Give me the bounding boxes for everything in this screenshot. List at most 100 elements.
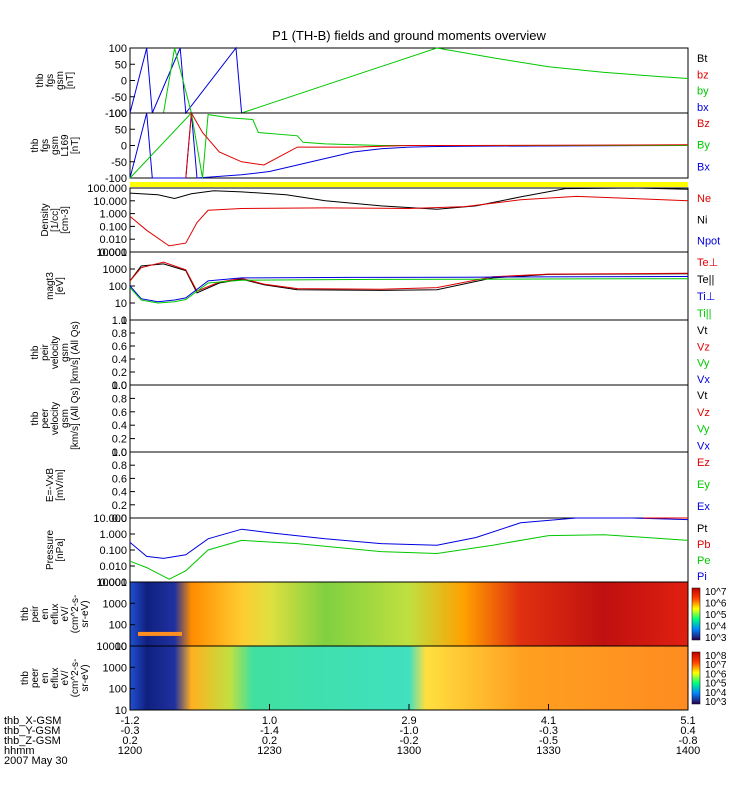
y-tick-label: 0.6 <box>112 473 127 485</box>
y-tick-label: -100 <box>105 173 127 185</box>
x-tick-label: 1230 <box>257 745 281 757</box>
legend-entry: Vx <box>697 374 710 386</box>
y-tick-label: 0.2 <box>112 434 127 446</box>
y-axis-label-line: Pressure <box>45 530 56 570</box>
y-axis-label-line: thb <box>20 607 31 621</box>
y-tick-label: 10.000 <box>93 513 127 525</box>
y-axis-label: thb fgs gsm [nT] <box>35 71 76 90</box>
panel-frame <box>129 451 689 519</box>
y-tick-label: 100 <box>109 620 127 632</box>
y-axis-label-line: gsm <box>60 343 71 362</box>
y-axis-label: Density [1/cc] [cm-3] <box>40 203 71 236</box>
y-tick-label: 10000 <box>96 247 127 259</box>
y-axis-label-line: [nPa] <box>55 538 66 562</box>
y-axis-label-line: [mV/m] <box>55 469 66 501</box>
y-tick-label: 0.0 <box>112 380 127 392</box>
spectrogram-fill <box>130 582 688 646</box>
y-axis-label-line: eflux <box>50 667 61 688</box>
y-tick-label: 100 <box>109 684 127 696</box>
series-Ne <box>129 195 689 247</box>
y-axis-label-line: Density <box>40 203 51 236</box>
y-axis-label: thb peir velocity gsm [km/s] (All Qs) <box>30 321 81 384</box>
x-tick-label: 1400 <box>676 745 700 757</box>
colorbar-tick-label: 10^4 <box>705 688 727 699</box>
y-axis-label-line: thb <box>30 345 41 359</box>
y-axis-label-line: velocity <box>50 336 61 369</box>
y-tick-label: 0.001 <box>99 247 127 259</box>
legend-entry: Te⊥ <box>697 257 718 269</box>
legend-entry: By <box>697 140 710 152</box>
colorbar-tick-label: 10^3 <box>705 633 727 644</box>
spectrogram-fill <box>130 646 688 710</box>
legend-entry: Vz <box>697 341 710 353</box>
y-tick-label: 1.000 <box>99 209 127 221</box>
x-tick-label: 2.9 <box>401 715 416 727</box>
colorbar-tick-label: 10^7 <box>705 587 727 598</box>
y-tick-label: 1.0 <box>112 380 127 392</box>
x-tick-label: 1.0 <box>262 715 277 727</box>
y-axis-label-line: en <box>40 672 51 683</box>
panel-frame <box>129 517 689 583</box>
y-axis-label: E=-VxB [mV/m] <box>45 468 66 503</box>
panel-peir_en: 10^710^610^510^410^3 10000 1000 100 10 thb pei… <box>20 577 727 653</box>
colorbar-tick-label: 10^3 <box>705 697 727 708</box>
x-tick-label: -1.4 <box>260 725 279 737</box>
x-tick-label: -1.0 <box>400 725 419 737</box>
y-axis-label-line: thb <box>30 138 41 152</box>
x-tick-label: 4.1 <box>541 715 556 727</box>
y-tick-label: 10 <box>115 298 127 310</box>
y-tick-label: 0.100 <box>99 545 127 557</box>
y-axis-label-line: peir <box>30 605 41 622</box>
legend-entry: Ez <box>697 457 710 469</box>
legend-entry: Ti⊥ <box>697 291 715 303</box>
chart-title: P1 (TH-B) fields and ground moments over… <box>272 28 546 43</box>
y-tick-label: 0.100 <box>99 221 127 233</box>
legend-entry: bz <box>697 69 709 81</box>
legend-entry: Te|| <box>697 274 714 286</box>
panel-frame <box>129 384 689 453</box>
colorbar-tick-label: 10^5 <box>705 610 727 621</box>
y-axis-label-line: eV/ <box>60 670 71 685</box>
y-tick-label: 10000 <box>96 577 127 589</box>
legend-entry: Vy <box>697 358 710 370</box>
y-axis-label-line: [eV] <box>55 277 66 295</box>
y-axis-label-line: fgs <box>40 139 51 152</box>
series-Pe <box>129 534 689 580</box>
legend-entry: Ti|| <box>697 308 711 320</box>
x-tick-label: -0.3 <box>539 725 558 737</box>
y-axis-label-line: gsm <box>50 136 61 155</box>
x-tick-label: 1300 <box>397 745 421 757</box>
y-tick-label: 1.0 <box>112 315 127 327</box>
series-Pi <box>129 517 689 559</box>
colorbar-tick-label: 10^8 <box>705 651 727 662</box>
y-axis-label: Pressure [nPa] <box>45 530 66 570</box>
y-tick-label: 100.000 <box>87 183 127 195</box>
legend-entry: Vz <box>697 407 710 419</box>
y-tick-label: 10.000 <box>93 196 127 208</box>
y-axis-label-line: sr-eV) <box>80 664 91 691</box>
y-tick-label: 0.010 <box>99 234 127 246</box>
y-axis-label-line: eflux <box>50 603 61 624</box>
legend-entry: Vt <box>697 390 707 402</box>
y-tick-label: -50 <box>111 92 127 104</box>
legend-entry: bx <box>697 102 709 114</box>
series-Ni <box>129 187 689 210</box>
legend-entry: Pb <box>697 539 710 551</box>
colorbar <box>691 587 701 641</box>
y-axis-label-line: peir <box>40 343 51 360</box>
legend-entry: Bz <box>697 118 710 130</box>
legend-entry: Ni <box>697 214 707 226</box>
y-axis-label-line: [nT] <box>65 72 76 89</box>
x-tick-label: -1.2 <box>121 715 140 727</box>
series-By <box>129 111 688 179</box>
y-tick-label: 0.8 <box>112 393 127 405</box>
y-tick-label: -50 <box>111 157 127 169</box>
x-row-label: hhmm <box>4 745 35 757</box>
flag-bar <box>130 182 688 187</box>
y-tick-label: 100 <box>109 43 127 55</box>
colorbar-tick-label: 10^5 <box>705 679 727 690</box>
